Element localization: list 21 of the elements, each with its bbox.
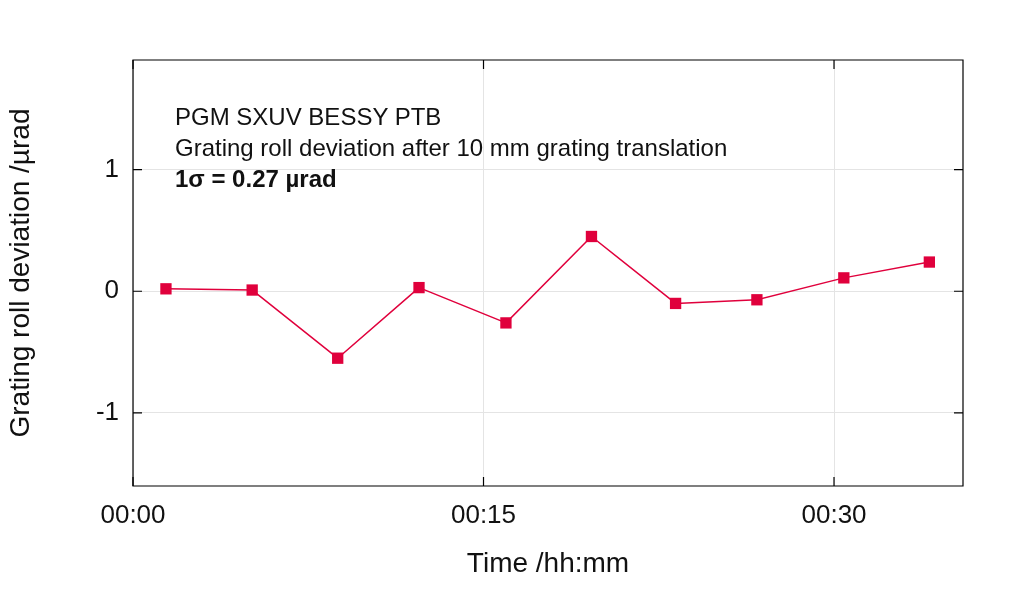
point <box>246 284 258 296</box>
point <box>585 230 598 243</box>
point <box>500 317 512 329</box>
point <box>413 281 425 294</box>
point <box>838 272 850 284</box>
annotation: PGM SXUV BESSY PTB <box>175 103 442 130</box>
x-tick-label: 00:00 <box>100 498 166 529</box>
y-tick-label: -1 <box>95 396 119 427</box>
y-axis-title: Grating roll deviation /µrad <box>3 108 35 438</box>
point <box>669 297 682 310</box>
point <box>751 294 763 306</box>
point <box>332 352 344 364</box>
x-axis-title: Time /hh:mm <box>466 546 630 578</box>
y-tick-label: 0 <box>104 274 119 305</box>
annotation: 1σ = 0.27 µrad <box>175 165 337 192</box>
annotation: Grating roll deviation after 10 mm grating translation <box>175 134 728 161</box>
x-tick-label: 00:15 <box>450 498 517 529</box>
y-tick-label: 1 <box>104 152 119 183</box>
point <box>160 283 172 295</box>
x-tick-label: 00:30 <box>801 498 867 529</box>
point <box>923 256 936 268</box>
